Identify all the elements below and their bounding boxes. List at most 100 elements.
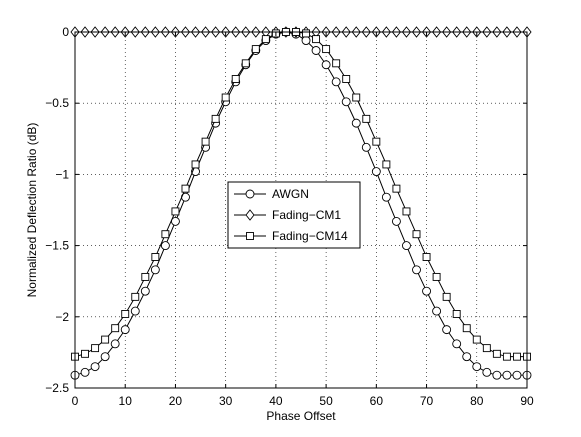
x-tick-label: 80 [470,394,484,408]
series-line [74,31,527,376]
legend-label: Fading−CM1 [272,208,341,222]
data-point [130,306,140,316]
data-point [422,253,431,261]
data-point [191,160,200,169]
data-point [322,45,331,54]
data-point [140,286,150,296]
y-tick-label: −2 [55,310,69,324]
data-point [442,325,452,335]
y-tick-label: 0 [62,25,69,39]
legend-marker [245,189,255,199]
data-point [412,265,421,275]
data-point [90,362,100,372]
data-point [361,142,371,152]
x-axis-label: Phase Offset [266,409,336,423]
data-point [131,292,140,301]
data-point [251,45,260,54]
x-tick-label: 10 [119,394,133,408]
data-point [311,46,321,55]
legend-marker [245,209,255,221]
data-point [342,75,351,83]
data-point [472,362,482,372]
y-tick-label: −1.5 [45,239,69,253]
y-tick-label: −2.5 [45,381,69,395]
y-tick-label: −1 [55,167,69,181]
data-point [101,335,110,344]
x-tick-label: 20 [169,394,183,408]
y-axis-label: Normalized Deflection Ratio (dB) [25,123,39,298]
data-point [362,114,371,123]
data-point [120,325,130,335]
data-point [81,349,89,358]
data-point [472,335,481,344]
y-tick-label: −0.5 [45,96,69,110]
data-point [402,241,411,251]
data-point [211,114,220,123]
data-point [181,184,190,193]
data-point [381,192,391,202]
data-point [241,59,250,68]
x-tick-label: 40 [269,394,283,408]
data-point [321,60,331,70]
legend: AWGN Fading−CM1 Fading−CM14 [227,181,361,249]
x-tick-label: 0 [72,394,79,408]
data-point [372,137,381,146]
data-point [432,306,442,316]
data-point [371,167,381,177]
data-point [141,272,150,281]
data-point [151,253,160,261]
x-tick-label: 60 [370,394,384,408]
data-point [492,370,502,380]
data-point [80,367,90,377]
data-point [412,230,421,239]
data-point [482,344,491,353]
data-point [231,75,240,83]
data-point [110,339,120,349]
data-point [261,35,270,44]
data-point [161,230,170,239]
plot-frame [74,31,528,389]
x-tick-label: 90 [520,394,534,408]
data-point [301,36,311,45]
data-point [462,324,471,333]
data-point [382,160,391,169]
data-point [91,344,100,353]
data-point [351,118,361,128]
data-point [492,349,501,358]
x-tick-label: 30 [219,394,233,408]
data-point [512,370,522,380]
data-point [391,216,401,226]
data-point [442,292,451,301]
x-tick-label: 70 [420,394,434,408]
data-point [502,370,512,380]
data-point [100,352,110,362]
data-point [160,241,170,251]
data-point [302,29,310,38]
legend-label: AWGN [272,187,309,201]
data-point [482,367,492,377]
data-point [221,93,230,102]
data-point [331,77,341,87]
data-point [502,352,511,361]
data-point [352,93,361,102]
data-point [402,207,411,216]
data-point [312,35,321,44]
legend-label: Fading−CM14 [272,229,348,243]
data-point [150,265,160,275]
series-line [74,31,527,358]
data-point [332,59,341,68]
x-tick-label: 50 [319,394,333,408]
ticks: 0 10 20 30 40 50 60 70 80 90 0 −0.5 −1 −1.5 −2 −2.5 [45,25,534,408]
data-point [513,352,521,361]
data-point [432,272,441,281]
data-point [422,286,432,296]
data-point [121,310,130,318]
data-point [201,137,210,146]
data-point [392,184,401,193]
data-point [452,310,461,318]
data-point [171,207,180,216]
legend-marker [246,232,254,240]
data-point [462,352,472,362]
data-point [452,339,462,349]
